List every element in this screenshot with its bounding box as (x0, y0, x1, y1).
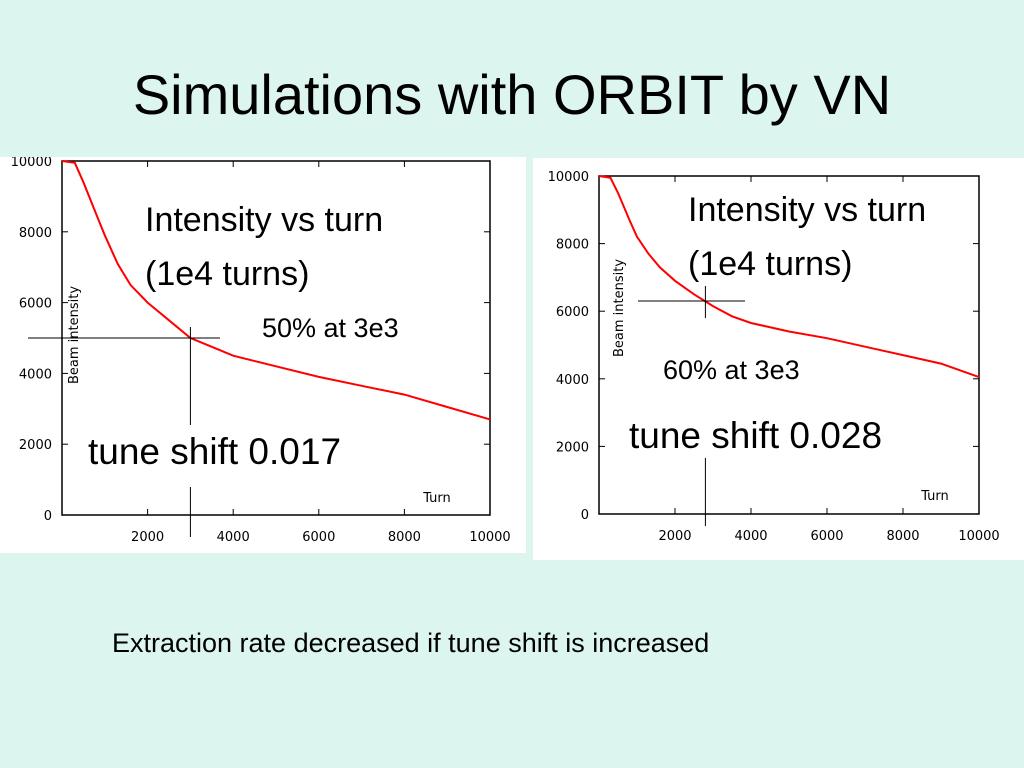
x-tick-label: 10000 (469, 530, 510, 545)
y-tick-label: 4000 (19, 367, 52, 382)
intensity-chart-right: 0 2000 4000 6000 8000 10000 2000 4000 6000 8000 10… (548, 170, 1000, 544)
intensity-chart-left: 0 2000 4000 6000 8000 10000 2000 4000 6000 8000 10… (11, 157, 511, 545)
tune-shift-label: tune shift 0.017 (88, 431, 341, 472)
y-tick-label: 10000 (548, 170, 589, 185)
y-tick-label: 8000 (556, 238, 589, 253)
y-tick-label: 6000 (19, 297, 52, 312)
x-tick-label: 8000 (886, 529, 919, 544)
x-axis-label: Turn (920, 489, 949, 504)
x-tick-label: 4000 (734, 529, 767, 544)
y-axis-label: Beam intensity (612, 259, 627, 357)
y-tick-label: 10000 (11, 157, 52, 170)
slide-caption: Extraction rate decreased if tune shift … (112, 628, 710, 658)
chart-panel-left: 0 2000 4000 6000 8000 10000 2000 4000 6000 8000 10… (0, 157, 526, 553)
plot-frame (598, 175, 980, 515)
chart-title-line-2: (1e4 turns) (145, 255, 309, 293)
chart-title-line-1: Intensity vs turn (688, 191, 926, 229)
x-tick-label: 6000 (810, 529, 843, 544)
y-axis-label: Beam intensity (67, 286, 82, 384)
y-tick-label: 2000 (556, 440, 589, 455)
x-tick-label: 2000 (131, 530, 164, 545)
x-tick-label: 4000 (217, 530, 250, 545)
slide-title: Simulations with ORBIT by VN (132, 63, 892, 126)
x-tick-label: 8000 (388, 530, 421, 545)
percent-annotation: 50% at 3e3 (262, 313, 399, 343)
intensity-curve (61, 160, 491, 421)
y-tick-label: 6000 (556, 305, 589, 320)
y-tick-label: 0 (581, 508, 589, 523)
chart-title-line-2: (1e4 turns) (688, 245, 852, 283)
y-tick-label: 8000 (19, 226, 52, 241)
y-tick-label: 2000 (19, 438, 52, 453)
x-tick-label: 10000 (958, 529, 999, 544)
chart-title-line-1: Intensity vs turn (145, 201, 383, 239)
x-axis-label: Turn (422, 491, 451, 506)
y-tick-label: 4000 (556, 373, 589, 388)
x-tick-label: 6000 (302, 530, 335, 545)
chart-panel-right: 0 2000 4000 6000 8000 10000 2000 4000 6000 8000 10… (533, 158, 1024, 560)
percent-annotation: 60% at 3e3 (663, 355, 800, 385)
y-tick-label: 0 (44, 509, 52, 524)
intensity-curve (598, 175, 980, 379)
tune-shift-label: tune shift 0.028 (629, 415, 882, 456)
x-tick-label: 2000 (658, 529, 691, 544)
